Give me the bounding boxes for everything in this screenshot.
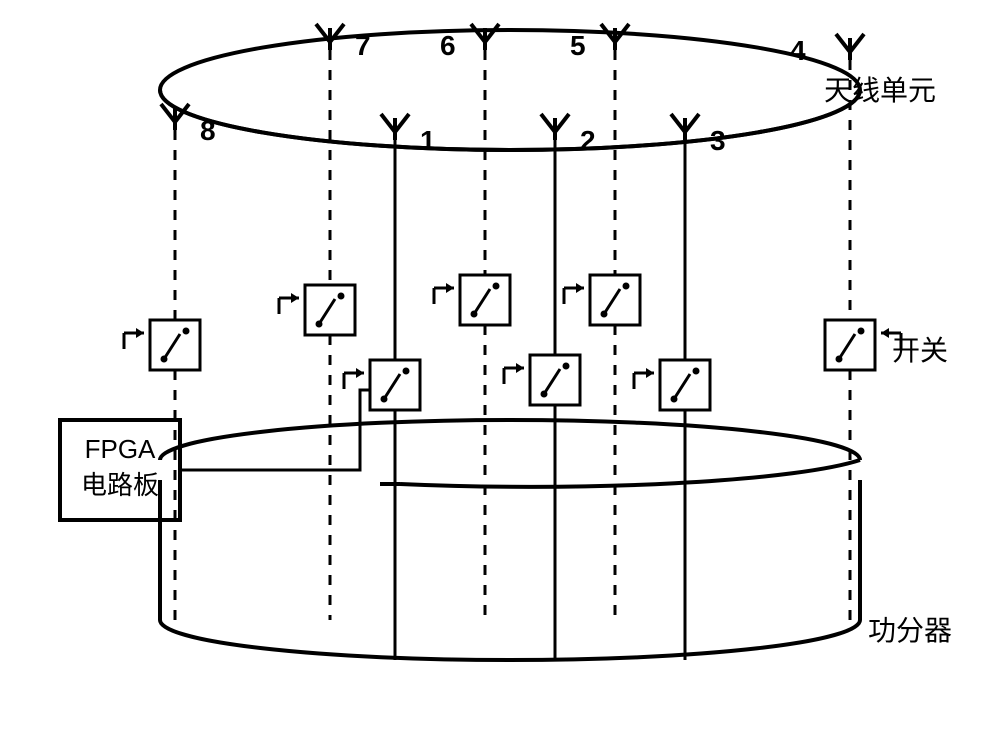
antenna-number: 5: [570, 30, 586, 61]
switch: [124, 320, 200, 370]
switch: [434, 275, 510, 325]
switch: [825, 320, 901, 370]
antenna-number: 7: [355, 30, 371, 61]
antenna-icon: [601, 24, 629, 50]
switch: [279, 285, 355, 335]
svg-text:电路板: 电路板: [81, 470, 159, 500]
antenna-icon: [381, 114, 409, 140]
svg-text:FPGA: FPGA: [85, 434, 156, 464]
antenna-number: 4: [790, 35, 806, 66]
switch: [634, 360, 710, 410]
switch: [344, 360, 420, 410]
antenna-label: 天线单元: [824, 75, 936, 106]
control-bus-under: [400, 460, 860, 487]
antenna-number: 1: [420, 125, 436, 156]
antenna-icon: [471, 24, 499, 50]
switch: [504, 355, 580, 405]
antenna-icon: [836, 34, 864, 60]
divider-label: 功分器: [868, 615, 952, 646]
antenna-icon: [671, 114, 699, 140]
switch: [564, 275, 640, 325]
switch-label: 开关: [892, 335, 948, 366]
power-divider-body: [160, 480, 860, 660]
antenna-ring-front: [160, 90, 860, 150]
control-bus-top: [160, 420, 860, 460]
antenna-number: 6: [440, 30, 456, 61]
antenna-icon: [541, 114, 569, 140]
antenna-number: 2: [580, 125, 596, 156]
